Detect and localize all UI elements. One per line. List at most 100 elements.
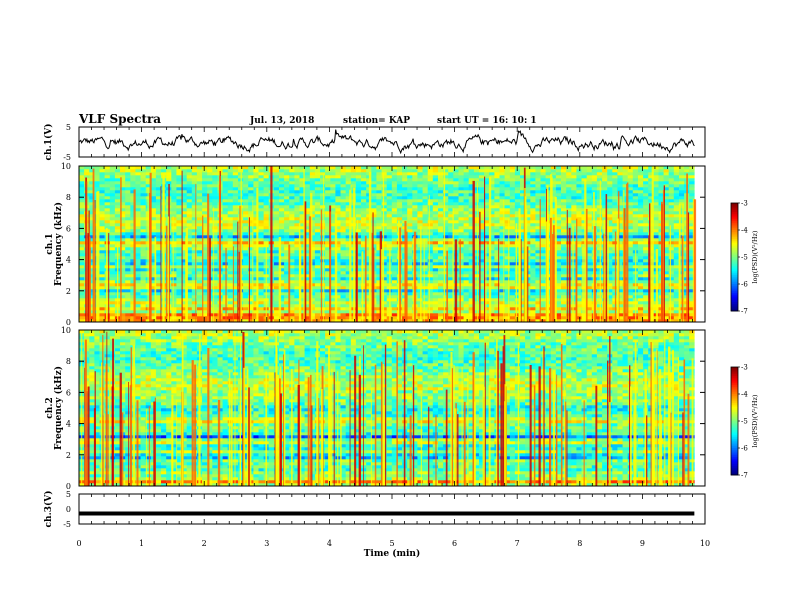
spectrogram-cell <box>289 280 295 284</box>
spectrogram-cell <box>499 277 505 281</box>
spectrogram-cell <box>99 268 105 272</box>
spectrogram-cell <box>391 298 398 302</box>
spectrogram-cell <box>243 268 249 272</box>
spectrogram-cell <box>602 208 608 212</box>
spectrogram-cell <box>150 196 157 200</box>
spectrogram-cell <box>643 316 649 320</box>
spectrogram-cell <box>520 211 526 215</box>
spectrogram-cell <box>407 256 413 260</box>
ch1-spectrogram-image <box>79 166 697 323</box>
spectrogram-cell <box>335 247 341 251</box>
spectrogram-cell <box>263 211 269 215</box>
spectrogram-cell <box>330 235 336 239</box>
spectrogram-cell <box>304 217 310 221</box>
spectrogram-cell <box>438 280 444 284</box>
spectrogram-cell <box>340 208 346 212</box>
spectrogram-cell <box>438 295 444 299</box>
spectrogram-cell <box>689 205 695 209</box>
spectrogram-cell <box>289 310 295 314</box>
spectrogram-cell <box>212 244 218 248</box>
spectrogram-cell <box>243 295 249 299</box>
spectrogram-cell <box>345 220 352 224</box>
spectrogram-cell <box>689 298 695 302</box>
spectrogram-cell <box>89 262 95 266</box>
spectrogram-cell <box>520 271 526 275</box>
spectrogram-cell <box>540 292 546 296</box>
spectrogram-cell <box>432 211 439 215</box>
spectrogram-cell <box>438 289 444 293</box>
spectrogram-cell <box>130 253 136 257</box>
spectrogram-cell <box>417 235 423 239</box>
spectrogram-cell <box>345 280 352 284</box>
spectrogram-cell <box>120 232 126 236</box>
spectrogram-cell <box>607 289 613 293</box>
spectrogram-cell <box>561 268 567 272</box>
spectrogram-cell <box>689 214 695 218</box>
spectrogram-cell <box>689 238 695 242</box>
spectrogram-cell <box>79 268 85 272</box>
spectrogram-cell <box>299 241 305 245</box>
spectrogram-cell <box>535 232 541 236</box>
spectrogram-cell <box>79 244 85 248</box>
spectrogram-cell <box>653 229 659 233</box>
spectrogram-cell <box>258 217 264 221</box>
spectrogram-cell <box>196 274 203 278</box>
spectrogram-cell <box>427 310 434 314</box>
spectrogram-cell <box>596 238 603 242</box>
spectrogram-cell <box>689 232 695 236</box>
spectrogram-cell <box>432 199 439 203</box>
spectrogram-cell <box>227 304 234 308</box>
spectrogram-cell <box>150 232 157 236</box>
spectrogram-cell <box>232 313 239 317</box>
spectrogram-cell <box>125 205 131 209</box>
spectrogram-cell <box>99 238 105 242</box>
spectrogram-cell <box>130 241 136 245</box>
spectrogram-cell <box>458 307 464 311</box>
spectrogram-cell <box>427 265 434 269</box>
spectrogram-cell <box>520 232 526 236</box>
spectrogram-cell <box>196 247 203 251</box>
spectrogram-cell <box>109 211 116 215</box>
spectrogram-cell <box>438 256 444 260</box>
spectrogram-cell <box>494 220 500 224</box>
spectrogram-cell <box>335 313 341 317</box>
spectrogram-cell <box>520 241 526 245</box>
spectrogram-cell <box>125 262 131 266</box>
spectrogram-cell <box>453 226 459 230</box>
spectrogram-cell <box>576 289 582 293</box>
spectrogram-cell <box>571 250 577 254</box>
spectrogram-cell <box>309 292 316 296</box>
spectrogram-cell <box>279 304 285 308</box>
spectrogram-cell <box>284 313 290 317</box>
spectrogram-cell <box>443 310 449 314</box>
spectrogram-cell <box>248 307 254 311</box>
spectrogram-cell <box>243 319 249 323</box>
spectrogram-cell <box>335 265 341 269</box>
spectrogram-cell <box>345 310 352 314</box>
spectrogram-cell <box>571 232 577 236</box>
spectrogram-cell <box>248 253 254 257</box>
spectrogram-cell <box>540 226 546 230</box>
spectrogram-cell <box>443 268 449 272</box>
spectrogram-cell <box>468 283 475 287</box>
spectrogram-cell <box>643 274 649 278</box>
spectrogram-cell <box>227 259 234 263</box>
spectrogram-cell <box>279 292 285 296</box>
spectrogram-cell <box>535 289 541 293</box>
spectrogram-cell <box>361 259 367 263</box>
spectrogram-cell <box>125 301 131 305</box>
spectrogram-cell <box>386 205 393 209</box>
spectrogram-cell <box>263 238 269 242</box>
spectrogram-cell <box>663 274 669 278</box>
spectrogram-cell <box>99 235 105 239</box>
spectrogram-cell <box>643 253 649 257</box>
spectrogram-cell <box>689 208 695 212</box>
spectrogram-cell <box>653 244 659 248</box>
spectrogram-cell <box>109 292 116 296</box>
spectrogram-cell <box>479 241 485 245</box>
spectrogram-cell <box>407 223 413 227</box>
spectrogram-cell <box>391 277 398 281</box>
spectrogram-cell <box>386 238 393 242</box>
spectrogram-cell <box>427 253 434 257</box>
spectrogram-cell <box>304 253 310 257</box>
